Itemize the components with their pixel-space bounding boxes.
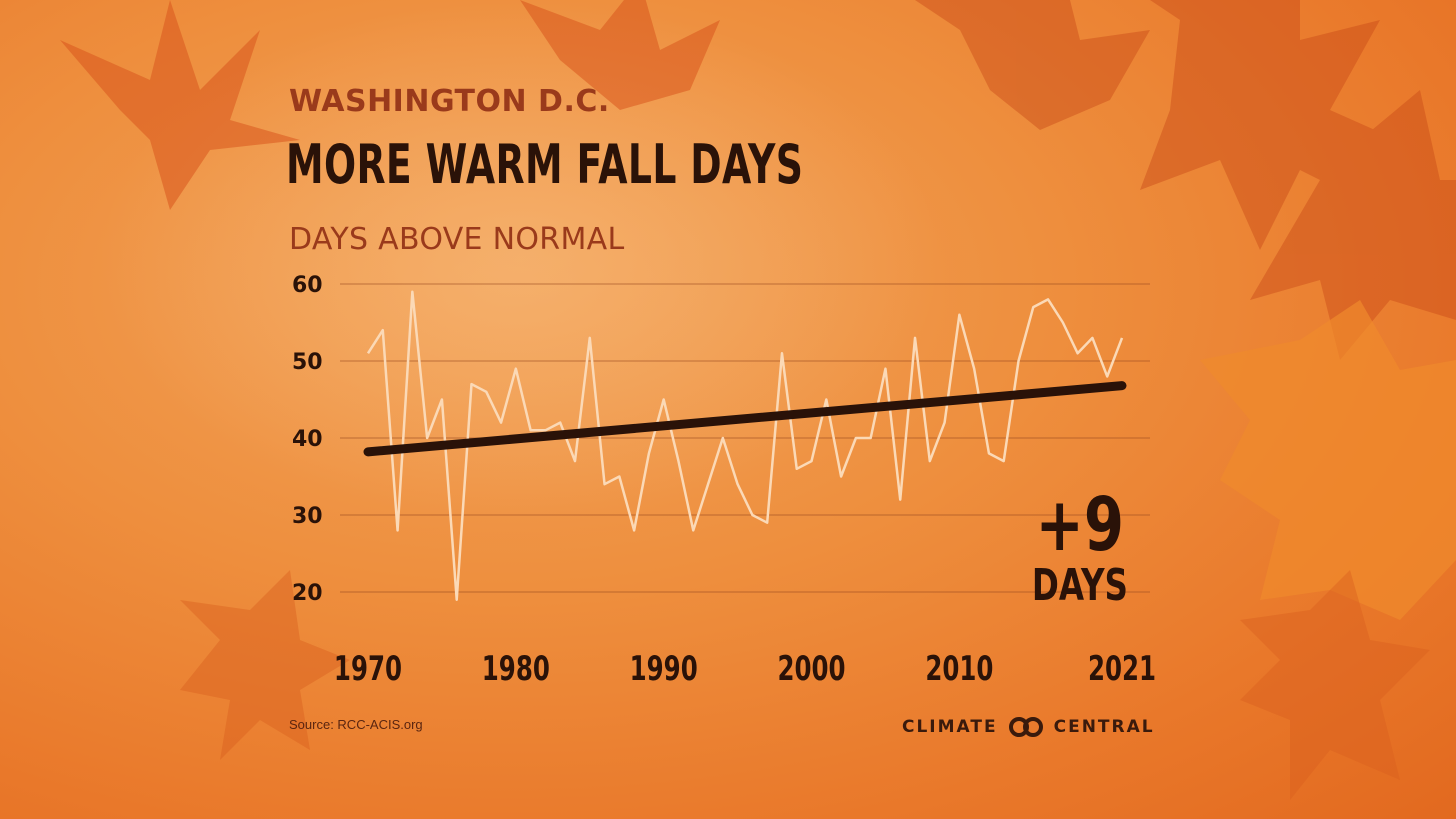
- y-tick-label: 40: [292, 427, 323, 452]
- y-tick-label: 60: [292, 273, 323, 298]
- climate-central-logo: CLIMATE CENTRAL: [902, 714, 1155, 740]
- x-tick-label: 1980: [482, 649, 550, 688]
- x-axis-ticks: 1970 1980 1990 2000 2010 2021: [334, 649, 1156, 688]
- x-tick-label: 2010: [925, 649, 993, 688]
- linked-rings-icon: [1008, 717, 1043, 737]
- source-note: Source: RCC-ACIS.org: [289, 717, 423, 732]
- trend-change-value: +9: [1035, 481, 1124, 568]
- y-tick-label: 20: [292, 581, 323, 606]
- x-tick-label: 1990: [630, 649, 698, 688]
- chart-subtitle: DAYS ABOVE NORMAL: [289, 222, 625, 257]
- trend-line: [363, 381, 1127, 457]
- chart-title: MORE WARM FALL DAYS: [286, 133, 804, 196]
- trend-change-unit: DAYS: [1032, 560, 1128, 611]
- logo-text-right: CENTRAL: [1053, 717, 1155, 737]
- x-tick-label: 2000: [777, 649, 845, 688]
- days-above-normal-line: [366, 290, 1124, 601]
- y-tick-label: 30: [292, 504, 323, 529]
- y-axis-ticks: 60 50 40 30 20: [292, 273, 323, 606]
- x-tick-label: 1970: [334, 649, 402, 688]
- chart-series: [363, 290, 1127, 601]
- y-tick-label: 50: [292, 350, 323, 375]
- chart-gridlines: [340, 283, 1150, 593]
- logo-text-left: CLIMATE: [902, 717, 998, 737]
- chart-supertitle: WASHINGTON D.C.: [289, 84, 610, 119]
- x-tick-label: 2021: [1088, 649, 1156, 688]
